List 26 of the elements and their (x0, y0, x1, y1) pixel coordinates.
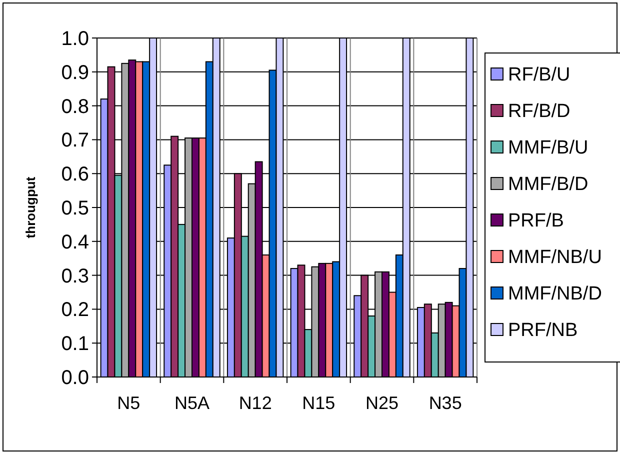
x-tick-label: N35 (428, 393, 462, 413)
legend-label: PRF/B (508, 210, 564, 232)
y-tick-label: 0.2 (61, 299, 89, 322)
y-tick-label: 0.4 (61, 231, 89, 254)
y-tick-label: 0.6 (61, 164, 89, 186)
y-tick-label: 0.7 (61, 130, 89, 152)
y-axis-title: througput (23, 176, 38, 238)
x-tick-label: N5A (174, 393, 210, 413)
x-tick-label: N5 (117, 393, 140, 413)
x-tick-label: N15 (302, 393, 336, 413)
y-tick-label: 0.0 (61, 367, 89, 389)
legend-label: MMF/B/U (508, 138, 588, 159)
y-tick-label: 0.1 (61, 333, 89, 356)
y-tick-label: 1.0 (61, 28, 89, 50)
x-tick-label: N25 (365, 393, 399, 413)
legend-label: MMF/NB/U (508, 247, 602, 268)
legend-label: PRF/NB (508, 320, 578, 342)
y-tick-label: 0.3 (61, 265, 89, 288)
legend-label: MMF/B/D (508, 174, 588, 196)
legend-label: MMF/NB/D (508, 284, 602, 305)
y-tick-label: 0.9 (61, 62, 89, 84)
legend-label: RF/B/U (508, 64, 570, 86)
y-tick-label: 0.5 (61, 198, 89, 220)
legend-label: RF/B/D (508, 101, 570, 122)
x-tick-label: N12 (238, 393, 272, 413)
y-tick-label: 0.8 (61, 96, 89, 118)
